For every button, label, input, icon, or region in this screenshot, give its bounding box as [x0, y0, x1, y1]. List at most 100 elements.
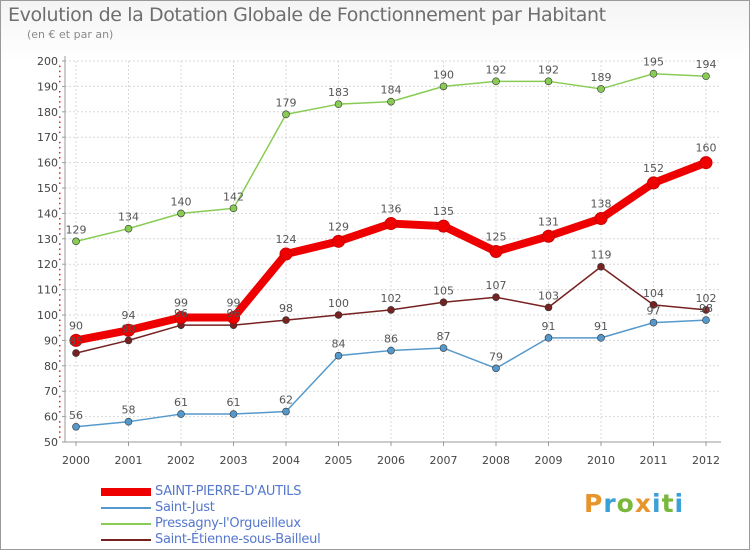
y-minor-tick: [59, 217, 61, 220]
y-tick-label: 80: [44, 360, 58, 373]
data-label: 79: [489, 350, 503, 363]
data-label: 138: [591, 197, 612, 210]
y-tick-label: 90: [44, 334, 58, 347]
data-label: 90: [122, 322, 136, 335]
data-point: [387, 97, 395, 106]
data-label: 85: [69, 335, 83, 348]
data-label: 142: [223, 190, 244, 203]
y-tick-label: 190: [37, 80, 58, 93]
line-chart: 50 60 70 80 90 100 110 120 130 140 150 160 170 180 190…: [37, 55, 721, 467]
y-minor-tick: [59, 141, 61, 144]
y-minor-tick: [59, 284, 61, 286]
y-tick-label: 130: [37, 233, 58, 246]
x-tick-label: 2011: [640, 454, 668, 467]
y-minor-tick: [59, 151, 61, 154]
data-label: 190: [433, 68, 454, 81]
y-minor-tick: [59, 172, 61, 174]
data-point: [124, 336, 133, 345]
data-point: [647, 176, 660, 190]
y-minor-tick: [59, 385, 61, 388]
data-label: 90: [69, 319, 83, 332]
data-point: [72, 349, 80, 357]
y-minor-tick: [59, 273, 61, 276]
legend-label: Pressagny-l'Orgueilleux: [155, 516, 301, 531]
data-point: [122, 323, 135, 337]
data-point: [489, 245, 503, 258]
data-point: [334, 351, 343, 360]
data-point: [492, 77, 500, 86]
data-label: 125: [486, 231, 507, 244]
y-minor-tick: [59, 405, 61, 408]
y-minor-tick: [59, 436, 61, 438]
y-minor-tick: [59, 70, 61, 73]
data-point: [439, 298, 448, 307]
y-minor-tick: [59, 243, 61, 245]
y-minor-tick: [59, 223, 61, 225]
y-minor-tick: [59, 258, 61, 261]
data-point: [332, 234, 345, 248]
data-point: [594, 211, 608, 225]
y-minor-tick: [59, 106, 61, 108]
axes: [64, 56, 721, 443]
y-minor-tick: [59, 411, 61, 413]
logo-letter: o: [616, 489, 635, 518]
data-point: [544, 77, 553, 86]
y-minor-tick: [59, 278, 61, 281]
data-point: [439, 82, 448, 91]
data-label: 99: [174, 297, 188, 310]
y-tick-label: 140: [37, 207, 58, 220]
data-point: [597, 334, 605, 342]
y-tick-label: 110: [37, 284, 58, 297]
data-label: 119: [591, 249, 612, 262]
data-label: 131: [538, 215, 559, 228]
data-point: [227, 311, 240, 325]
y-minor-tick: [59, 228, 61, 230]
data-label: 104: [643, 287, 664, 300]
data-label: 84: [332, 338, 346, 351]
data-point: [702, 316, 710, 324]
data-point: [649, 69, 658, 78]
y-tick-label: 160: [37, 157, 58, 170]
x-tick-label: 2001: [115, 454, 143, 467]
x-tick-label: 2000: [62, 454, 90, 467]
data-point: [174, 311, 188, 325]
data-label: 107: [486, 279, 507, 292]
data-point: [544, 334, 553, 342]
x-tick-label: 2007: [430, 454, 458, 467]
data-point: [649, 318, 658, 327]
data-point: [542, 229, 555, 243]
data-point: [72, 422, 80, 431]
series-0: [69, 156, 713, 347]
y-minor-tick: [59, 431, 61, 433]
legend-swatch: [101, 539, 151, 541]
x-tick-label: 2008: [482, 454, 510, 467]
legend-label: Saint-Étienne-sous-Bailleul: [155, 532, 321, 547]
data-label: 189: [591, 71, 612, 84]
y-minor-tick: [59, 80, 61, 83]
y-tick-label: 50: [44, 436, 58, 449]
logo-letter: x: [634, 489, 652, 518]
series-1: [72, 316, 710, 431]
y-minor-tick: [59, 370, 61, 372]
data-point: [439, 344, 448, 352]
data-point: [387, 306, 395, 314]
logo-letter: P: [584, 489, 604, 518]
data-label: 102: [696, 292, 717, 305]
x-tick-label: 2002: [167, 454, 195, 467]
data-label: 91: [542, 320, 556, 333]
y-minor-tick: [59, 304, 61, 306]
data-label: 96: [227, 307, 241, 320]
y-minor-tick: [59, 324, 61, 327]
chart-subtitle: (en € et par an): [27, 28, 114, 41]
data-label: 194: [696, 58, 717, 71]
data-label: 192: [538, 63, 559, 76]
series-2: [72, 69, 710, 246]
data-point: [437, 219, 450, 233]
y-minor-tick: [59, 146, 61, 149]
y-minor-tick: [59, 101, 61, 103]
grid-lines: [59, 60, 721, 446]
y-minor-tick: [59, 375, 61, 377]
y-minor-tick: [59, 207, 61, 210]
data-label: 134: [118, 211, 139, 224]
data-label: 61: [227, 396, 241, 409]
